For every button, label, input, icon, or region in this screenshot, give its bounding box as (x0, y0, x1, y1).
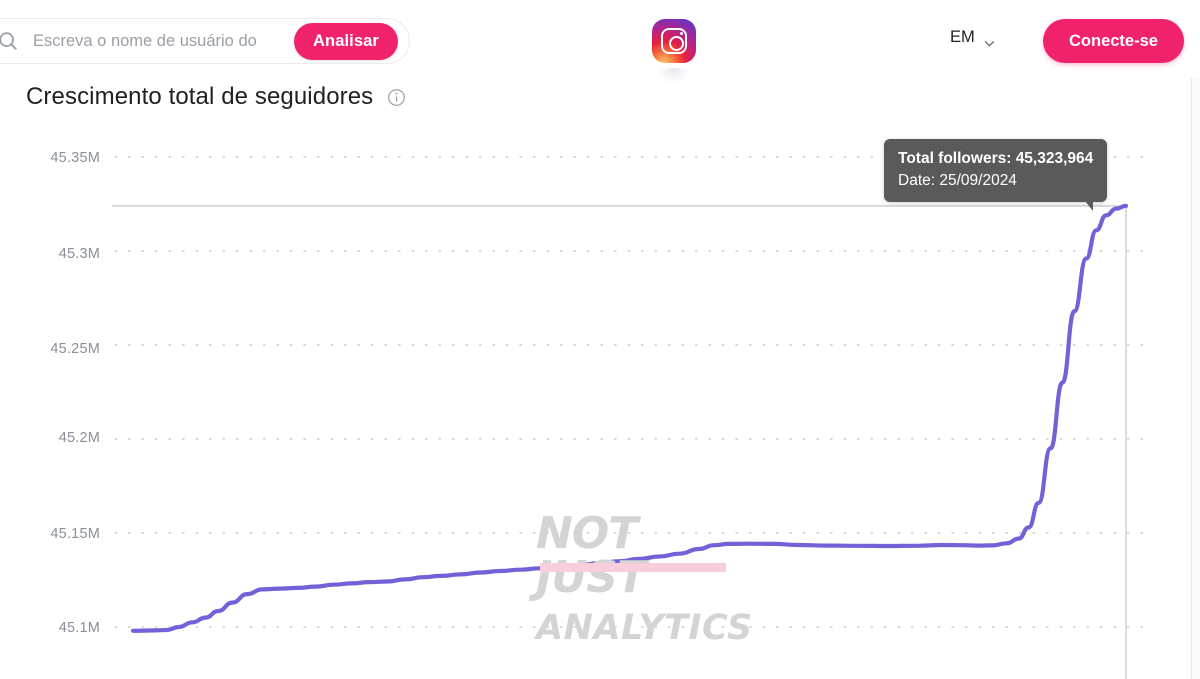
analyze-button[interactable]: Analisar (294, 23, 398, 60)
instagram-logo (652, 19, 696, 63)
chart-plot-area (112, 156, 1153, 679)
y-axis-tick-label: 45.3M (58, 246, 100, 262)
y-axis-tick-label: 45.1M (58, 620, 100, 636)
y-axis-tick-label: 45.15M (50, 526, 100, 542)
chevron-down-icon (984, 34, 995, 47)
language-label: EM (950, 28, 975, 46)
instagram-camera-icon (661, 28, 687, 54)
y-axis-tick-label: 45.35M (50, 150, 100, 166)
connect-button[interactable]: Conecte-se (1043, 19, 1184, 63)
search-icon (0, 30, 19, 52)
scrollbar-gutter[interactable] (1192, 64, 1200, 679)
language-selector[interactable]: EM (950, 28, 995, 47)
followers-line (130, 203, 1129, 633)
chart-tooltip: Total followers: 45,323,964 Date: 25/09/… (884, 139, 1108, 211)
chart-title-row: Crescimento total de seguidores (26, 83, 406, 111)
page-title: Crescimento total de seguidores (26, 83, 374, 110)
tooltip-date: Date: 25/09/2024 (898, 172, 1017, 189)
logo-reflection (657, 68, 691, 84)
panel-right-border (1191, 64, 1192, 679)
followers-growth-chart[interactable]: 45.35M 45.3M 45.25M 45.2M 45.15M 45.1M N… (0, 126, 1192, 679)
tooltip-followers: Total followers: 45,323,964 (898, 150, 1094, 167)
y-axis-tick-label: 45.25M (50, 341, 100, 357)
y-axis-tick-label: 45.2M (58, 430, 100, 446)
info-icon[interactable] (387, 88, 406, 107)
app-header: Analisar EM Conecte-se (0, 0, 1200, 84)
